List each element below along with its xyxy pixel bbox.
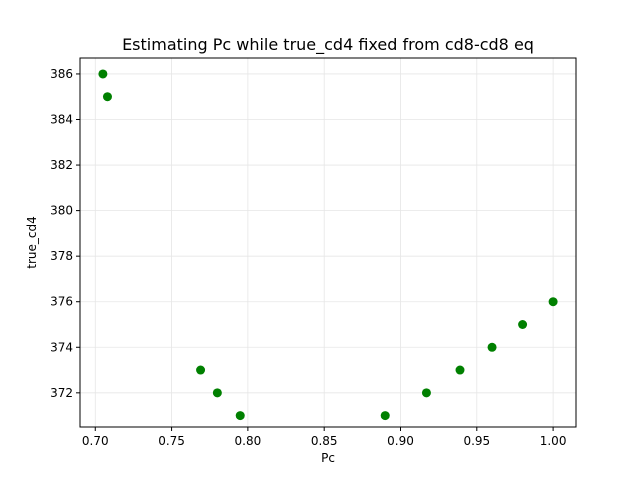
points-layer (98, 69, 558, 421)
ticks-layer: 0.70 0.75 0.80 0.85 0.90 0.95 1.00 372 374 376 378… (50, 67, 566, 448)
y-axis-label: true_cd4 (25, 216, 39, 268)
grid-layer (80, 58, 576, 427)
y-tick-label: 386 (50, 67, 73, 81)
x-axis-label: Pc (321, 451, 335, 465)
chart-title: Estimating Pc while true_cd4 fixed from … (122, 35, 534, 55)
y-tick-label: 380 (50, 204, 73, 218)
y-tick-label: 384 (50, 113, 73, 127)
x-tick-label: 0.80 (235, 434, 262, 448)
y-tick-label: 376 (50, 295, 73, 309)
x-tick-label: 1.00 (540, 434, 567, 448)
data-point (102, 92, 112, 102)
x-tick-label: 0.95 (463, 434, 490, 448)
data-point (98, 69, 108, 79)
plot-frame (79, 57, 577, 428)
data-point (196, 365, 206, 375)
data-point (235, 411, 245, 421)
y-tick-label: 378 (50, 249, 73, 263)
x-tick-label: 0.75 (158, 434, 185, 448)
data-point (455, 365, 465, 375)
data-point (212, 388, 222, 398)
data-point (421, 388, 431, 398)
x-tick-label: 0.90 (387, 434, 414, 448)
y-tick-label: 382 (50, 158, 73, 172)
data-point (518, 320, 528, 329)
x-tick-label: 0.70 (82, 434, 109, 448)
y-tick-label: 372 (50, 386, 73, 400)
y-tick-label: 374 (50, 340, 73, 354)
data-point (487, 342, 497, 352)
data-point (548, 297, 558, 307)
data-point (380, 411, 390, 421)
x-tick-label: 0.85 (311, 434, 338, 448)
